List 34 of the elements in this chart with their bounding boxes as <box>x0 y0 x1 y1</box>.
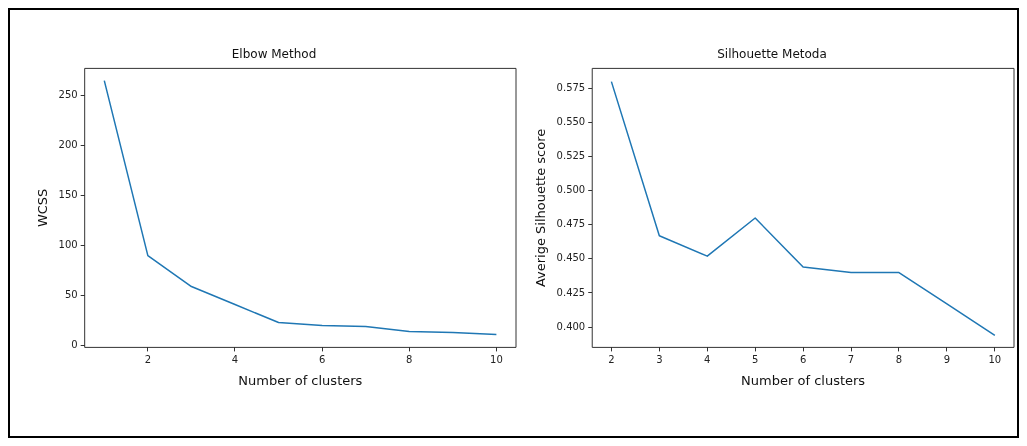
x-axis-title: Number of clusters <box>741 372 866 388</box>
x-tick-label: 8 <box>895 353 903 365</box>
x-tick-label: 8 <box>406 353 413 365</box>
y-tick-label: 0.550 <box>556 116 586 128</box>
y-tick-label: 0.500 <box>556 184 586 196</box>
x-tick-label: 7 <box>847 353 855 365</box>
y-tick-label: 150 <box>58 189 78 201</box>
y-tick-label: 0.475 <box>556 218 586 230</box>
x-tick-label: 10 <box>988 353 1002 365</box>
x-tick-label: 4 <box>231 353 239 365</box>
x-tick-label: 9 <box>943 353 951 365</box>
x-axis-title: Number of clusters <box>238 372 363 388</box>
chart-title: Elbow Method <box>231 47 317 62</box>
y-axis-title: WCSS <box>35 188 51 228</box>
y-tick-label: 0.450 <box>556 252 586 264</box>
y-tick-label: 0.400 <box>556 320 586 332</box>
y-tick-label: 0 <box>71 339 78 351</box>
x-tick-label: 5 <box>752 353 759 365</box>
x-tick-label: 4 <box>704 353 711 365</box>
y-tick-label: 200 <box>58 139 78 151</box>
y-tick-label: 50 <box>64 289 78 301</box>
y-tick-label: 0.575 <box>556 82 586 94</box>
x-tick-label: 6 <box>799 353 807 365</box>
chart-title: Silhouette Metoda <box>717 47 827 62</box>
y-tick-label: 0.425 <box>556 286 586 298</box>
x-tick-label: 6 <box>318 353 326 365</box>
y-tick-label: 100 <box>58 239 78 251</box>
y-axis-title: Averige Silhouette score <box>533 128 549 288</box>
x-tick-label: 3 <box>656 353 663 365</box>
y-tick-label: 0.525 <box>556 150 586 162</box>
x-tick-label: 2 <box>608 353 615 365</box>
x-tick-label: 10 <box>490 353 503 365</box>
x-tick-label: 2 <box>144 353 152 365</box>
y-tick-label: 250 <box>58 89 78 101</box>
